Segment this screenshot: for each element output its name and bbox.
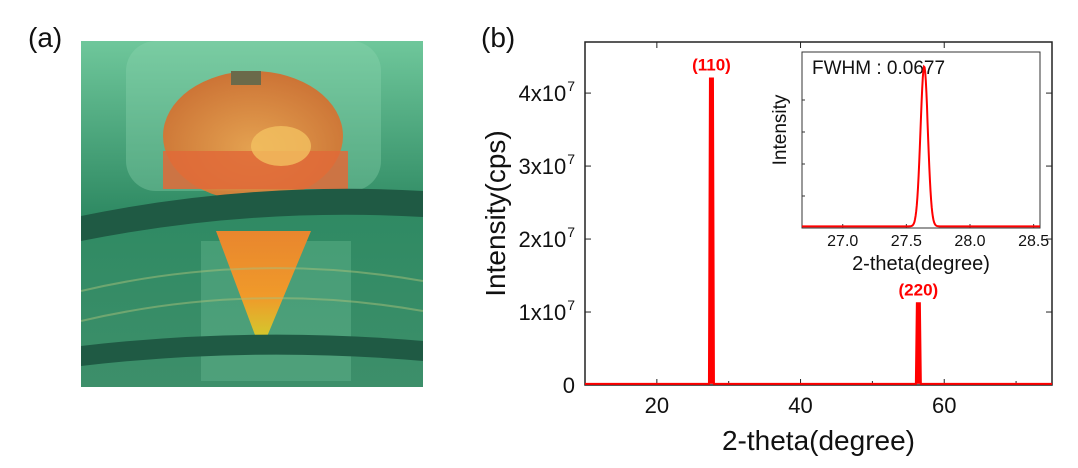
panel-a-label: (a) bbox=[28, 22, 63, 53]
inset-data-line bbox=[802, 64, 1040, 228]
inset-x-tick-label: 27.5 bbox=[891, 233, 922, 250]
y-tick-label: 2x107 bbox=[518, 224, 575, 252]
inset-y-axis-label: Intensity bbox=[770, 94, 791, 165]
peak-label: (220) bbox=[899, 280, 939, 299]
y-tick-label: 0 bbox=[563, 373, 575, 398]
inset-plot: 27.0 27.5 28.0 28.5 2-theta(degree) Intensity… bbox=[770, 51, 1049, 275]
inset-x-tick-label: 28.5 bbox=[1018, 233, 1049, 250]
inset-x-tick-label: 28.0 bbox=[954, 233, 985, 250]
crystal-growth-photo bbox=[80, 41, 424, 387]
x-tick-label: 20 bbox=[645, 393, 669, 418]
data-line bbox=[585, 77, 1052, 385]
x-tick-label: 60 bbox=[932, 393, 956, 418]
y-tick-label: 3x107 bbox=[518, 151, 575, 179]
fwhm-annotation: FWHM : 0.0677 bbox=[812, 58, 945, 79]
y-tick-label: 1x107 bbox=[518, 297, 575, 325]
inset-x-axis-label: 2-theta(degree) bbox=[852, 253, 990, 275]
main-plot: 20 40 60 0 1x107 2x107 3x107 4x107 2-theta(degre… bbox=[480, 41, 1053, 456]
inset-x-tick-label: 27.0 bbox=[827, 233, 858, 250]
plot-frame bbox=[584, 41, 1053, 386]
y-tick-label: 4x107 bbox=[518, 78, 575, 106]
panel-b-label: (b) bbox=[481, 22, 516, 53]
x-tick-label: 40 bbox=[788, 393, 812, 418]
x-axis-label: 2-theta(degree) bbox=[722, 425, 915, 456]
peak-label: (110) bbox=[692, 55, 731, 74]
y-axis-label: Intensity(cps) bbox=[480, 130, 511, 297]
